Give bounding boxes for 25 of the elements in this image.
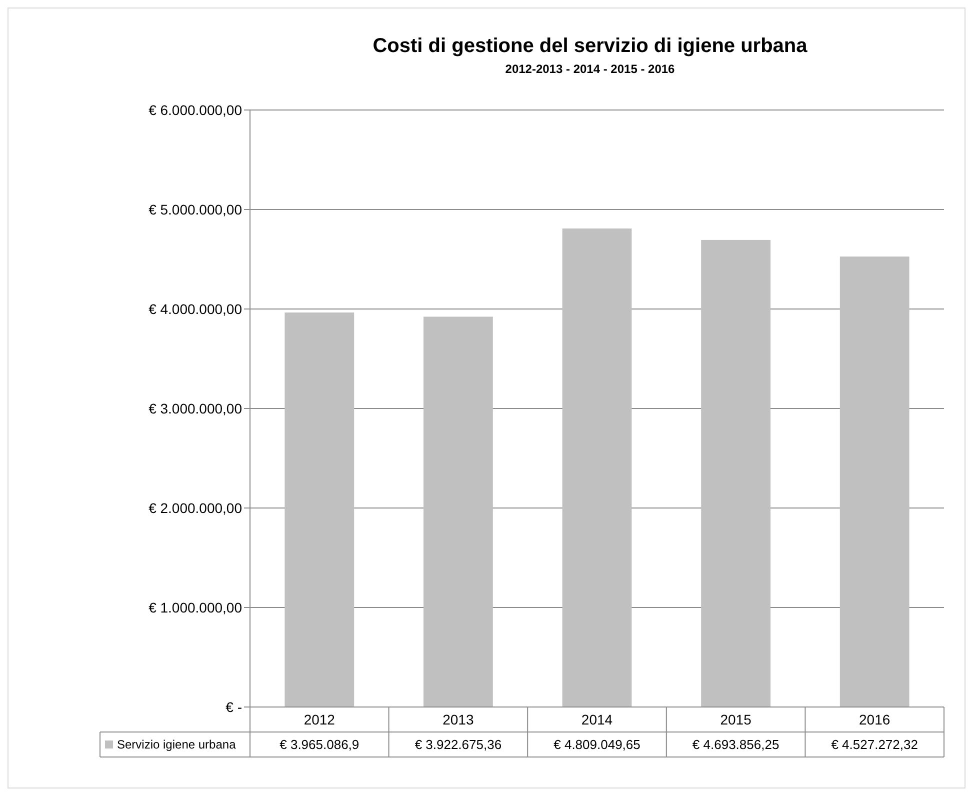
data-label: € 3.965.086,9: [280, 737, 360, 752]
y-tick-label: € 1.000.000,00: [148, 599, 242, 616]
x-tick-label: 2015: [720, 711, 752, 728]
legend-label: Servizio igiene urbana: [117, 738, 236, 752]
data-label: € 4.809.049,65: [554, 737, 640, 752]
y-tick-label: € -: [226, 698, 242, 715]
data-label: € 4.527.272,32: [831, 737, 918, 752]
y-tick-label: € 2.000.000,00: [148, 500, 242, 516]
data-label: € 4.693.856,25: [692, 737, 780, 752]
x-tick-label: 2016: [859, 711, 890, 728]
chart-subtitle: 2012-2013 - 2014 - 2015 - 2016: [505, 62, 676, 76]
y-tick-label: € 4.000.000,00: [148, 300, 242, 317]
bar: [284, 312, 354, 707]
bar: [840, 256, 910, 707]
chart-title: Costi di gestione del servizio di igiene urbana: [372, 35, 808, 57]
bar: [424, 316, 493, 707]
x-tick-label: 2014: [581, 711, 613, 728]
y-tick-label: € 3.000.000,00: [148, 400, 242, 416]
data-label: € 3.922.675,36: [414, 737, 502, 752]
y-tick-label: € 6.000.000,00: [148, 102, 242, 118]
bar: [562, 228, 632, 707]
bar: [701, 240, 770, 707]
x-tick-label: 2012: [304, 711, 336, 728]
x-tick-label: 2013: [442, 711, 474, 728]
y-tick-label: € 5.000.000,00: [148, 201, 242, 218]
